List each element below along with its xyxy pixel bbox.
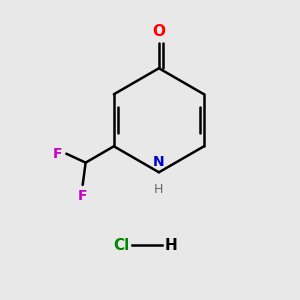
Text: Cl: Cl	[113, 238, 129, 253]
Text: O: O	[152, 23, 165, 38]
Text: H: H	[165, 238, 178, 253]
Text: F: F	[52, 147, 62, 161]
Text: F: F	[78, 189, 87, 203]
Text: N: N	[153, 155, 165, 169]
Text: H: H	[154, 183, 164, 196]
